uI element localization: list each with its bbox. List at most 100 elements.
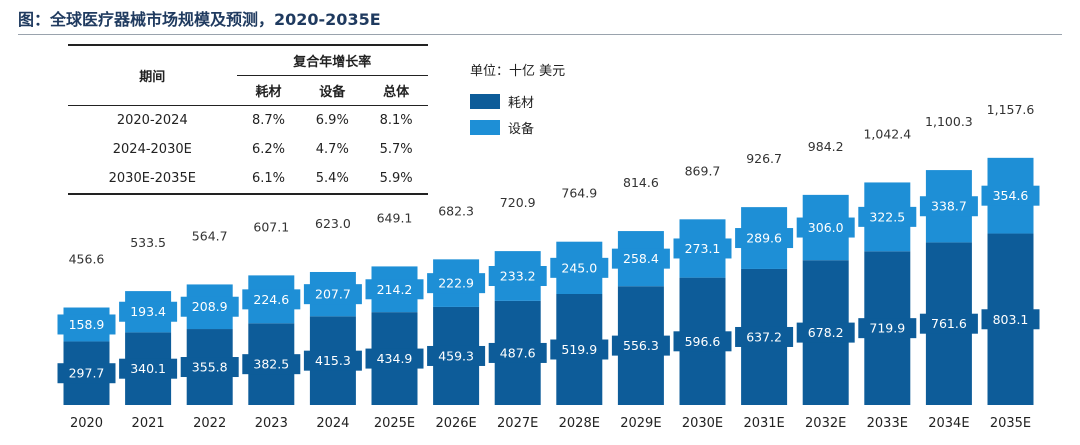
data-label-consumables: 415.3: [315, 353, 351, 368]
label-plate-equipment: [488, 266, 547, 287]
data-label-equipment: 224.6: [253, 292, 289, 307]
data-label-equipment: 207.7: [315, 287, 351, 302]
data-label-consumables: 596.6: [685, 334, 721, 349]
x-tick-label: 2033E: [867, 416, 908, 431]
cell-equipment: 4.7%: [315, 142, 349, 157]
legend-item-equipment: 设备: [470, 118, 534, 137]
x-tick-label: 2024: [316, 416, 349, 431]
data-label-total: 869.7: [685, 163, 721, 178]
label-plate-consumables: [735, 326, 794, 347]
label-plate-consumables: [981, 309, 1040, 330]
x-tick-label: 2028E: [559, 416, 600, 431]
title-divider: [18, 34, 1062, 35]
label-plate-equipment: [919, 196, 978, 217]
label-plate-equipment: [303, 284, 362, 305]
label-plate-equipment: [427, 273, 486, 294]
cell-consumables: 6.1%: [236, 164, 301, 195]
x-tick-label: 2031E: [743, 416, 784, 431]
table-row: 2024-2030E 6.2% 4.7% 5.7%: [68, 135, 428, 164]
label-plate-consumables: [673, 331, 732, 352]
data-label-total: 1,042.4: [863, 126, 911, 141]
label-plate-equipment: [57, 314, 116, 335]
legend-label-equipment: 设备: [508, 122, 535, 137]
data-label-total: 623.0: [315, 216, 351, 231]
label-plate-equipment: [365, 279, 424, 300]
data-label-equipment: 245.0: [561, 260, 597, 275]
data-label-total: 682.3: [438, 203, 474, 218]
data-label-consumables: 519.9: [561, 342, 597, 357]
data-label-equipment: 322.5: [869, 209, 905, 224]
figure-title: 图：全球医疗器械市场规模及预测，2020-2035E: [18, 10, 381, 29]
header-period: 期间: [68, 44, 237, 106]
data-label-equipment: 233.2: [500, 269, 536, 284]
data-label-total: 1,100.3: [925, 114, 973, 129]
label-plate-consumables: [919, 313, 978, 334]
header-equipment: 设备: [300, 75, 365, 106]
data-label-equipment: 354.6: [993, 188, 1029, 203]
data-label-consumables: 487.6: [500, 345, 536, 360]
data-label-equipment: 258.4: [623, 251, 659, 266]
data-label-total: 926.7: [746, 151, 782, 166]
header-consumables: 耗材: [236, 75, 301, 106]
x-tick-label: 2029E: [620, 416, 661, 431]
cell-total: 8.1%: [379, 113, 413, 128]
data-label-consumables: 340.1: [130, 361, 166, 376]
data-label-total: 533.5: [130, 235, 166, 250]
label-plate-consumables: [303, 350, 362, 371]
data-label-consumables: 434.9: [377, 351, 413, 366]
data-label-consumables: 761.6: [931, 316, 967, 331]
cell-period: 2030E-2035E: [68, 164, 237, 195]
data-label-consumables: 556.3: [623, 338, 659, 353]
x-tick-label: 2034E: [928, 416, 969, 431]
unit-label: 单位：十亿 美元: [470, 64, 566, 79]
data-label-total: 764.9: [561, 186, 597, 201]
data-label-equipment: 306.0: [808, 220, 844, 235]
data-label-equipment: 338.7: [931, 199, 967, 214]
data-label-total: 720.9: [500, 195, 536, 210]
data-label-total: 984.2: [808, 139, 844, 154]
cell-consumables: 6.2%: [251, 142, 285, 157]
data-label-equipment: 193.4: [130, 304, 166, 319]
label-plate-equipment: [180, 296, 239, 317]
data-label-consumables: 355.8: [192, 360, 228, 375]
label-plate-equipment: [796, 217, 855, 238]
legend-swatch-equipment: [470, 120, 500, 135]
label-plate-consumables: [242, 354, 301, 375]
header-cagr: 复合年增长率: [236, 44, 428, 76]
data-label-consumables: 803.1: [993, 312, 1029, 327]
label-plate-consumables: [57, 363, 116, 384]
data-label-consumables: 459.3: [438, 348, 474, 363]
label-plate-equipment: [550, 257, 609, 278]
data-label-total: 564.7: [192, 228, 228, 243]
x-tick-label: 2023: [255, 416, 288, 431]
x-tick-label: 2035E: [990, 416, 1031, 431]
data-label-consumables: 382.5: [253, 357, 289, 372]
label-plate-consumables: [550, 339, 609, 360]
x-tick-label: 2026E: [435, 416, 476, 431]
label-plate-equipment: [611, 248, 670, 269]
x-tick-label: 2021: [132, 416, 165, 431]
header-total: 总体: [364, 75, 428, 106]
label-plate-equipment: [119, 301, 178, 322]
label-plate-consumables: [488, 342, 547, 363]
x-tick-label: 2025E: [374, 416, 415, 431]
data-label-equipment: 289.6: [746, 231, 782, 246]
label-plate-equipment: [981, 185, 1040, 206]
data-label-equipment: 158.9: [69, 317, 105, 332]
table-row: 2020-2024 8.7% 6.9% 8.1%: [68, 106, 428, 136]
label-plate-consumables: [427, 345, 486, 366]
label-plate-consumables: [796, 322, 855, 343]
label-plate-consumables: [858, 318, 917, 339]
data-label-consumables: 297.7: [69, 366, 105, 381]
data-label-equipment: 208.9: [192, 299, 228, 314]
data-label-consumables: 678.2: [808, 325, 844, 340]
x-tick-label: 2022: [193, 416, 226, 431]
x-tick-label: 2030E: [682, 416, 723, 431]
legend-label-consumables: 耗材: [508, 96, 535, 111]
data-label-consumables: 719.9: [869, 321, 905, 336]
data-label-total: 607.1: [253, 219, 289, 234]
cell-total: 5.9%: [364, 164, 428, 195]
cell-equipment: 5.4%: [300, 164, 365, 195]
label-plate-equipment: [673, 238, 732, 259]
